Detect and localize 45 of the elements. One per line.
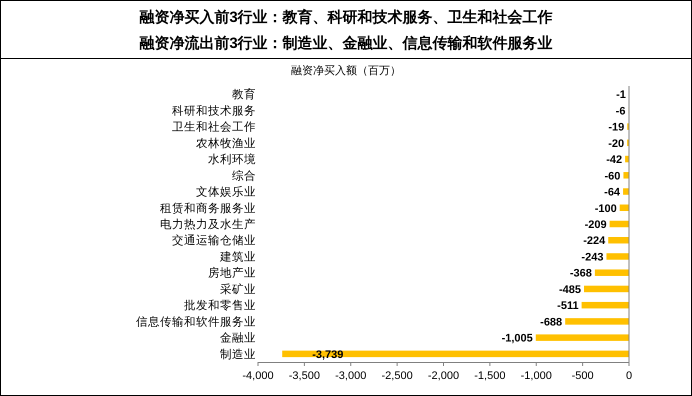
data-label: -1 [616, 89, 626, 102]
x-tick-label: -2,500 [382, 370, 413, 382]
x-tick-label: -3,000 [335, 370, 366, 382]
x-tick-label: -4,000 [242, 370, 274, 382]
data-label: -60 [604, 170, 620, 182]
data-label: -1,005 [502, 332, 533, 345]
y-tick-label: 金融业 [220, 332, 256, 345]
x-tick-label: -1,000 [520, 370, 552, 382]
y-tick-label: 信息传输和软件服务业 [136, 315, 256, 328]
data-label: -209 [584, 219, 607, 231]
data-label: -368 [570, 268, 592, 280]
text: 融资净买入额（百万） [291, 64, 401, 77]
data-label: -100 [594, 202, 617, 215]
data-label: -224 [583, 235, 606, 248]
y-tick-label: 文体娱乐业 [196, 184, 256, 199]
x-tick-label: -3,500 [288, 370, 320, 382]
data-label: -6 [616, 105, 626, 118]
x-tick-label: 0 [626, 370, 632, 382]
y-tick-label: 批发和零售业 [184, 299, 256, 312]
y-tick-label: 建筑业 [219, 250, 256, 264]
data-label: -64 [604, 186, 621, 199]
x-tick-label: -500 [572, 370, 594, 382]
data-label: -42 [606, 154, 622, 166]
y-tick-label: 租赁和商务服务业 [160, 200, 256, 215]
y-tick-label: 电力热力及水生产 [160, 217, 256, 231]
y-tick-label: 水利环境 [208, 152, 256, 166]
y-tick-label: 制造业 [220, 348, 256, 361]
x-tick-label: -2,000 [428, 370, 460, 382]
y-tick-label: 交通运输仓储业 [172, 233, 256, 248]
data-label: -485 [558, 284, 582, 296]
data-label: -688 [540, 316, 562, 328]
data-label: -511 [557, 300, 579, 312]
data-label: -20 [608, 138, 624, 150]
y-tick-label: 教育 [232, 87, 256, 102]
y-tick-label: 综合 [232, 168, 256, 182]
y-tick-label: 房地产业 [208, 266, 256, 280]
chart-title: 融资净买入前3行业：教育、科研和技术服务、卫生和社会工作 [139, 8, 553, 26]
data-label: -243 [581, 251, 604, 264]
x-tick-label: -1,500 [474, 370, 506, 382]
y-tick-label: 农林牧渔业 [196, 136, 256, 150]
y-tick-label: 卫生和社会工作 [172, 120, 256, 134]
y-tick-label: 科研和技术服务 [172, 104, 256, 118]
chart-subtitle: 融资净流出前3行业：制造业、金融业、信息传输和软件服务业 [139, 34, 553, 52]
y-tick-label: 采矿业 [220, 282, 256, 296]
data-label: -19 [608, 122, 624, 134]
